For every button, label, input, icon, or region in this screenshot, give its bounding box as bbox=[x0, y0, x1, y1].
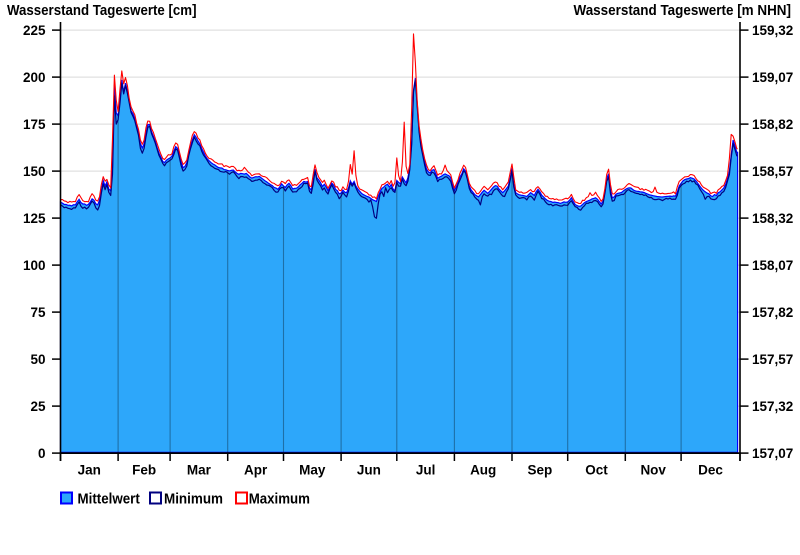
svg-text:Feb: Feb bbox=[132, 463, 156, 478]
svg-text:158,07: 158,07 bbox=[752, 258, 793, 273]
svg-text:0: 0 bbox=[38, 446, 46, 461]
svg-text:225: 225 bbox=[23, 23, 46, 38]
svg-text:Apr: Apr bbox=[244, 463, 268, 478]
svg-text:Dec: Dec bbox=[698, 463, 723, 478]
svg-text:Jun: Jun bbox=[357, 463, 381, 478]
svg-text:157,82: 157,82 bbox=[752, 305, 793, 320]
svg-text:157,07: 157,07 bbox=[752, 446, 793, 461]
svg-text:100: 100 bbox=[23, 258, 46, 273]
svg-text:Nov: Nov bbox=[640, 463, 666, 478]
svg-text:Oct: Oct bbox=[585, 463, 608, 478]
svg-text:Jul: Jul bbox=[416, 463, 436, 478]
svg-text:Wasserstand Tageswerte [cm]: Wasserstand Tageswerte [cm] bbox=[7, 2, 197, 19]
svg-text:150: 150 bbox=[23, 164, 46, 179]
svg-text:157,57: 157,57 bbox=[752, 352, 793, 367]
svg-text:158,32: 158,32 bbox=[752, 211, 793, 226]
svg-text:125: 125 bbox=[23, 211, 46, 226]
svg-text:159,32: 159,32 bbox=[752, 23, 793, 38]
svg-text:Jan: Jan bbox=[78, 463, 101, 478]
svg-text:Wasserstand Tageswerte [m NHN]: Wasserstand Tageswerte [m NHN] bbox=[574, 2, 792, 19]
svg-text:Aug: Aug bbox=[470, 463, 496, 478]
svg-text:75: 75 bbox=[30, 305, 46, 320]
svg-text:175: 175 bbox=[23, 117, 46, 132]
svg-text:Minimum: Minimum bbox=[164, 491, 223, 508]
svg-text:159,07: 159,07 bbox=[752, 70, 793, 85]
svg-text:Mittelwert: Mittelwert bbox=[78, 491, 140, 508]
svg-text:158,57: 158,57 bbox=[752, 164, 793, 179]
svg-text:Sep: Sep bbox=[528, 463, 553, 478]
svg-text:50: 50 bbox=[30, 352, 45, 367]
svg-text:May: May bbox=[299, 463, 326, 478]
svg-text:25: 25 bbox=[30, 399, 46, 414]
svg-text:158,82: 158,82 bbox=[752, 117, 793, 132]
svg-text:200: 200 bbox=[23, 70, 46, 85]
svg-text:157,32: 157,32 bbox=[752, 399, 793, 414]
svg-text:Mar: Mar bbox=[187, 463, 212, 478]
svg-text:Maximum: Maximum bbox=[249, 491, 310, 508]
